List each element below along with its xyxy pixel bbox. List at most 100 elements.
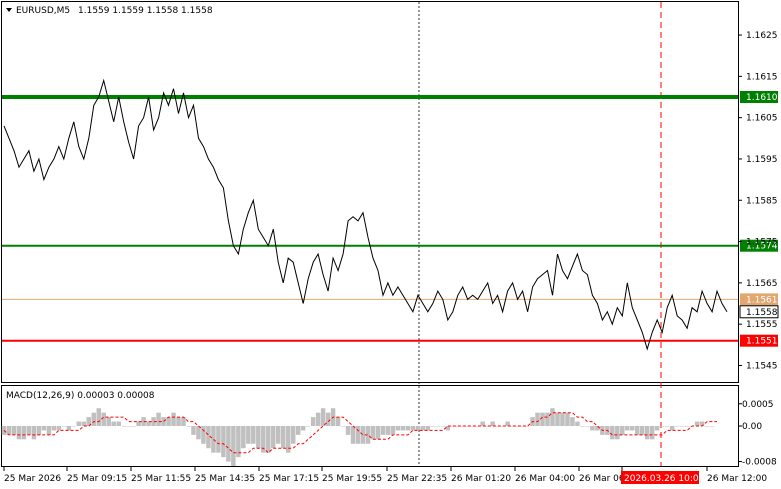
level-price-tag xyxy=(740,91,778,103)
macd-histogram-bar xyxy=(201,426,206,444)
macd-histogram-bar xyxy=(61,426,67,427)
macd-histogram-bar xyxy=(375,426,381,440)
x-tick-label: 25 Mar 11:55 xyxy=(131,474,191,484)
macd-histogram-bar xyxy=(679,426,685,427)
macd-histogram-bar xyxy=(505,421,510,426)
macd-histogram-bar xyxy=(500,426,505,427)
macd-histogram-bar xyxy=(151,417,156,426)
macd-histogram-bar xyxy=(161,417,166,426)
macd-histogram-bar xyxy=(475,426,480,427)
macd-histogram-bar xyxy=(355,426,361,444)
macd-histogram-bar xyxy=(405,426,411,431)
level-price-tag xyxy=(740,293,778,306)
macd-histogram-bar xyxy=(206,426,211,449)
macd-histogram-bar xyxy=(380,426,386,435)
axes: 1.1610 1.1574 1.1561 1.1551 1.1558 1.1625 1.16… xyxy=(3,31,779,484)
price-pane[interactable] xyxy=(2,2,738,466)
macd-histogram-bar xyxy=(440,426,446,427)
macd-histogram-bar xyxy=(31,426,37,440)
macd-histogram-bar xyxy=(560,412,565,426)
y-tick-label: 1.1585 xyxy=(746,196,778,206)
level-price-label: 1.1561 xyxy=(746,295,778,305)
macd-histogram-bar xyxy=(370,426,376,440)
y-tick-label: 1.1595 xyxy=(746,155,778,165)
macd-histogram-bar xyxy=(241,426,246,449)
macd-histogram-bar xyxy=(550,408,555,426)
macd-histogram-bar xyxy=(276,426,281,444)
macd-histogram-bar xyxy=(580,426,585,427)
macd-histogram-bar xyxy=(555,412,560,426)
symbol-label: EURUSD,M5 xyxy=(16,6,70,16)
macd-histogram-bar xyxy=(455,426,460,427)
macd-histogram-bar xyxy=(315,412,321,426)
macd-histogram-bar xyxy=(525,426,530,427)
macd-histogram-bar xyxy=(644,426,650,440)
symbol-dropdown-icon[interactable] xyxy=(6,8,12,12)
macd-histogram-bar xyxy=(565,412,570,426)
macd-histogram-bar xyxy=(310,417,316,426)
macd-histogram-bar xyxy=(480,421,485,426)
macd-histogram-bar xyxy=(295,426,301,435)
macd-histogram-bar xyxy=(300,426,306,431)
macd-histogram-bar xyxy=(535,412,540,426)
macd-histogram-bar xyxy=(520,426,525,427)
macd-histogram-bar xyxy=(101,412,106,426)
x-tick-label: 25 Mar 09:15 xyxy=(67,474,127,484)
x-tick-label: 26 Mar 01:20 xyxy=(451,474,511,484)
x-tick-label: 25 Mar 22:35 xyxy=(387,474,447,484)
macd-histogram-bar xyxy=(196,426,201,440)
macd-label: MACD(12,26,9) 0.00003 0.00008 xyxy=(6,391,155,401)
macd-histogram-bar xyxy=(290,426,296,444)
macd-histogram-bar xyxy=(510,426,515,427)
macd-histogram-bar xyxy=(126,426,131,427)
y-tick-label: 1.1615 xyxy=(746,72,778,82)
macd-histogram-bar xyxy=(465,426,470,427)
macd-histogram-bar xyxy=(410,426,416,431)
macd-histogram-bar xyxy=(664,426,670,427)
macd-histogram-bar xyxy=(684,426,690,427)
macd-histogram-bar xyxy=(181,417,186,426)
macd-histogram-bar xyxy=(271,426,276,449)
macd-histogram-bar xyxy=(430,426,436,427)
y-tick-label: 1.1545 xyxy=(746,361,778,371)
macd-histogram-bar xyxy=(630,426,635,431)
macd-histogram-bar xyxy=(640,426,645,435)
time-cursor-tag xyxy=(621,471,699,484)
macd-histogram-bar xyxy=(425,426,431,431)
macd-histogram-bar xyxy=(395,426,401,431)
macd-histogram-bar xyxy=(585,426,590,427)
macd-histogram-bar xyxy=(226,426,231,462)
macd-histogram-bar xyxy=(345,426,351,435)
macd-histogram-bar xyxy=(216,426,221,453)
macd-histogram-bar xyxy=(136,421,141,426)
level-price-label: 1.1551 xyxy=(746,337,778,347)
y-tick-label: 1.1625 xyxy=(746,31,778,41)
macd-histogram-bar xyxy=(266,426,271,453)
macd-histogram-bar xyxy=(111,421,116,426)
macd-histogram-bar xyxy=(21,426,27,440)
macd-histogram-bar xyxy=(171,412,176,426)
macd-histogram-bar xyxy=(211,426,216,453)
macd-histogram-bar xyxy=(76,421,82,426)
x-tick-label: 26 Mar 12:00 xyxy=(707,474,767,484)
level-price-label: 1.1610 xyxy=(746,93,778,103)
macd-histogram-bar xyxy=(415,426,421,431)
macd-histogram-bar xyxy=(261,426,266,453)
macd-y-tick-label: 0.0005 xyxy=(742,400,774,410)
macd-pane[interactable] xyxy=(1,408,717,466)
macd-histogram-bar xyxy=(325,412,331,426)
macd-histogram-bar xyxy=(71,426,77,427)
macd-histogram-bar xyxy=(485,426,490,427)
macd-histogram-bar xyxy=(251,426,256,444)
macd-histogram-bar xyxy=(385,426,391,435)
macd-histogram-bar xyxy=(495,426,500,427)
x-tick-label: 25 Mar 14:35 xyxy=(195,474,255,484)
macd-histogram-bar xyxy=(141,417,146,426)
macd-histogram-bar xyxy=(610,426,615,440)
x-tick-label: 25 Mar 19:55 xyxy=(322,474,382,484)
x-tick-label: 25 Mar 2026 xyxy=(4,474,61,484)
macd-histogram-bar xyxy=(445,426,451,431)
macd-histogram-bar xyxy=(36,426,42,435)
macd-histogram-bar xyxy=(236,426,241,458)
